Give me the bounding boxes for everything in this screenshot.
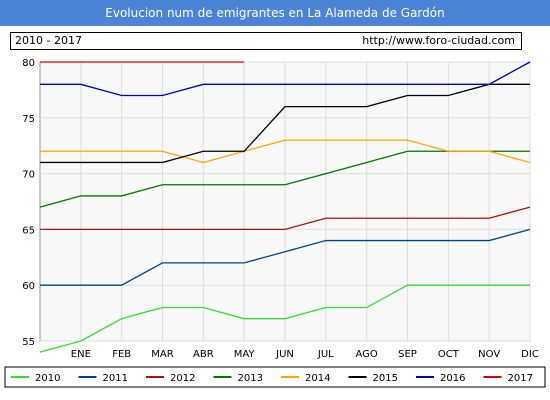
chart-title: Evolucion num de emigrantes en La Alamed… <box>0 0 550 26</box>
x-tick-label: ENE <box>71 349 91 360</box>
series-line-2016 <box>40 61 531 97</box>
legend-label-2014: 2014 <box>305 373 330 384</box>
series-line-2015 <box>40 83 530 164</box>
legend: 2010 2011 2012 2013 2014 2015 2016 2017 <box>11 373 533 384</box>
series-line-2012 <box>40 206 531 231</box>
x-tick-label: ABR <box>193 349 214 360</box>
source-url: http://www.foro-ciudad.com <box>362 34 515 47</box>
series-line-2014 <box>40 139 531 164</box>
x-tick-label: FEB <box>112 349 131 360</box>
y-tick-label: 55 <box>22 337 35 348</box>
series-lines <box>39 61 531 353</box>
y-tick-label: 80 <box>22 58 35 69</box>
legend-label-2011: 2011 <box>103 373 128 384</box>
y-axis: 55 60 65 70 75 80 <box>22 58 35 348</box>
y-tick-label: 60 <box>22 281 35 292</box>
x-tick-label: MAR <box>151 349 173 360</box>
y-tick-label: 65 <box>22 225 35 236</box>
legend-label-2017: 2017 <box>508 373 533 384</box>
x-tick-label: OCT <box>438 349 460 360</box>
legend-label-2012: 2012 <box>170 373 195 384</box>
y-tick-label: 70 <box>22 170 35 181</box>
legend-label-2013: 2013 <box>238 373 263 384</box>
legend-label-2016: 2016 <box>440 373 465 384</box>
x-tick-label: JUL <box>317 349 334 360</box>
series-line-2011 <box>40 228 531 286</box>
x-tick-label: MAY <box>234 349 256 360</box>
x-tick-label: JUN <box>275 349 294 360</box>
x-tick-label: NOV <box>478 349 500 360</box>
legend-box <box>4 366 546 388</box>
x-tick-label: AGO <box>356 349 378 360</box>
x-tick-label: SEP <box>398 349 417 360</box>
x-tick-label: DIC <box>521 349 539 360</box>
legend-label-2015: 2015 <box>373 373 398 384</box>
x-axis: ENE FEB MAR ABR MAY JUN JUL AGO SEP OCT NOV DIC <box>71 349 539 360</box>
info-bar: 2010 - 2017 http://www.foro-ciudad.com <box>10 32 522 50</box>
y-tick-label: 75 <box>22 114 35 125</box>
legend-label-2010: 2010 <box>35 373 60 384</box>
year-range: 2010 - 2017 <box>15 34 82 47</box>
series-line-2010 <box>39 284 530 353</box>
